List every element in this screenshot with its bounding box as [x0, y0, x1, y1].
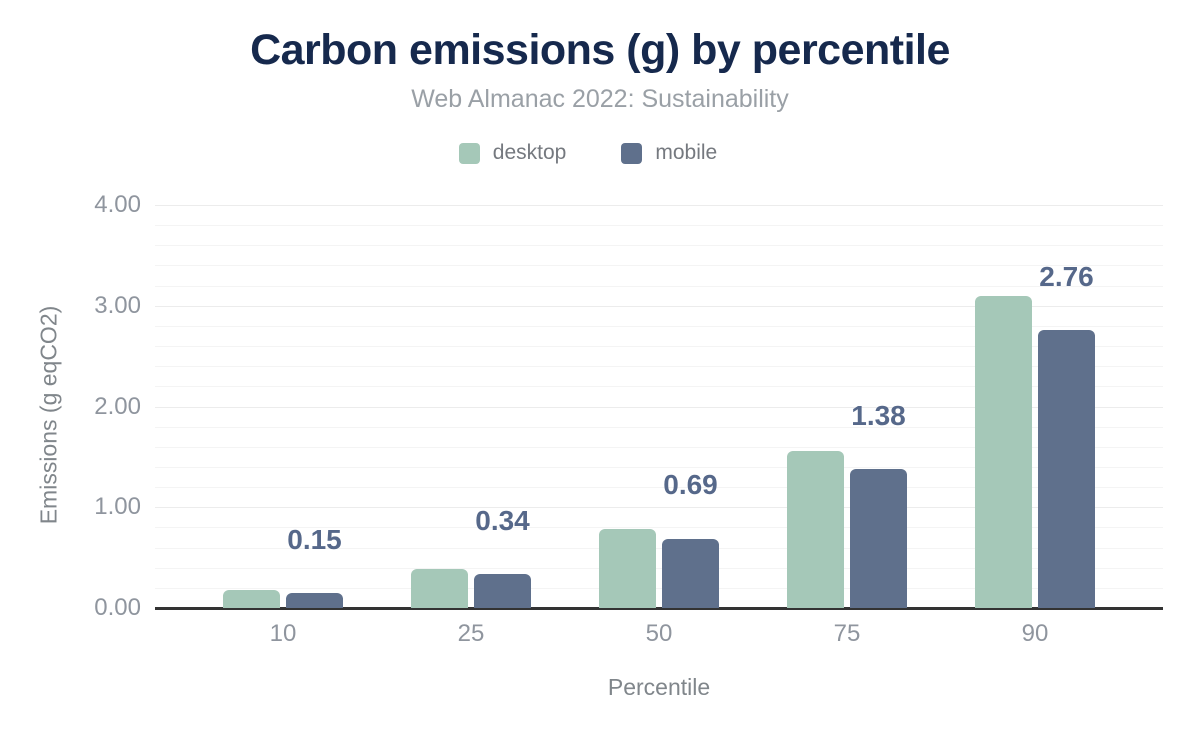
minor-gridline — [155, 426, 1163, 428]
minor-gridline — [155, 285, 1163, 287]
value-label: 2.76 — [1039, 260, 1094, 292]
value-label: 0.15 — [287, 523, 342, 555]
x-tick-label: 90 — [1021, 620, 1049, 647]
chart-subtitle: Web Almanac 2022: Sustainability — [411, 85, 789, 113]
bar-desktop-p50[interactable] — [599, 529, 656, 608]
bar-desktop-p75[interactable] — [787, 450, 844, 608]
minor-gridline — [155, 527, 1163, 529]
major-gridline — [155, 507, 1163, 509]
minor-gridline — [155, 225, 1163, 227]
minor-gridline — [155, 587, 1163, 589]
minor-gridline — [155, 567, 1163, 569]
legend-label-desktop: desktop — [492, 141, 567, 164]
minor-gridline — [155, 386, 1163, 388]
bar-desktop-p25[interactable] — [411, 568, 468, 608]
value-label: 0.34 — [475, 504, 530, 536]
value-label: 0.69 — [663, 469, 718, 501]
legend: desktop mobile — [0, 141, 1188, 165]
minor-gridline — [155, 325, 1163, 327]
x-tick-label: 25 — [457, 620, 485, 647]
y-tick-label: 0.00 — [94, 594, 141, 621]
x-tick-label: 50 — [645, 620, 673, 647]
y-axis-title: Emissions (g eqCO2) — [35, 305, 62, 525]
x-axis-line — [155, 607, 1163, 610]
bar-desktop-p10[interactable] — [223, 589, 280, 608]
minor-gridline — [155, 265, 1163, 267]
x-tick-label: 75 — [833, 620, 861, 647]
minor-gridline — [155, 446, 1163, 448]
mobile-series-swatch — [621, 142, 643, 164]
y-tick-label: 4.00 — [94, 191, 141, 218]
plot-area: 0.00 1.00 2.00 3.00 4.00 10 0.15 25 0.34 50 0.69 75… — [94, 191, 1163, 647]
minor-gridline — [155, 346, 1163, 348]
desktop-series-swatch — [458, 142, 480, 164]
bar-mobile-p75[interactable] — [850, 469, 907, 608]
x-axis-title: Percentile — [607, 674, 711, 700]
bar-mobile-p25[interactable] — [474, 573, 531, 608]
major-gridline — [155, 305, 1163, 307]
y-tick-label: 1.00 — [94, 493, 141, 521]
minor-gridline — [155, 245, 1163, 247]
legend-item-desktop: desktop — [458, 141, 567, 165]
legend-item-mobile: mobile — [621, 141, 717, 165]
bar-desktop-p90[interactable] — [975, 295, 1032, 608]
bar-mobile-p10[interactable] — [286, 592, 343, 608]
y-tick-label: 2.00 — [94, 392, 141, 420]
minor-gridline — [155, 487, 1163, 489]
major-gridline — [155, 406, 1163, 408]
y-tick-label: 3.00 — [94, 291, 141, 319]
chart-title: Carbon emissions (g) by percentile — [250, 26, 950, 74]
value-label: 1.38 — [851, 399, 906, 431]
minor-gridline — [155, 366, 1163, 368]
major-gridline — [155, 205, 1163, 206]
bar-mobile-p90[interactable] — [1038, 329, 1095, 608]
bar-mobile-p50[interactable] — [662, 538, 719, 608]
minor-gridline — [155, 547, 1163, 549]
legend-label-mobile: mobile — [655, 141, 718, 164]
minor-gridline — [155, 466, 1163, 468]
x-tick-label: 10 — [269, 620, 297, 647]
